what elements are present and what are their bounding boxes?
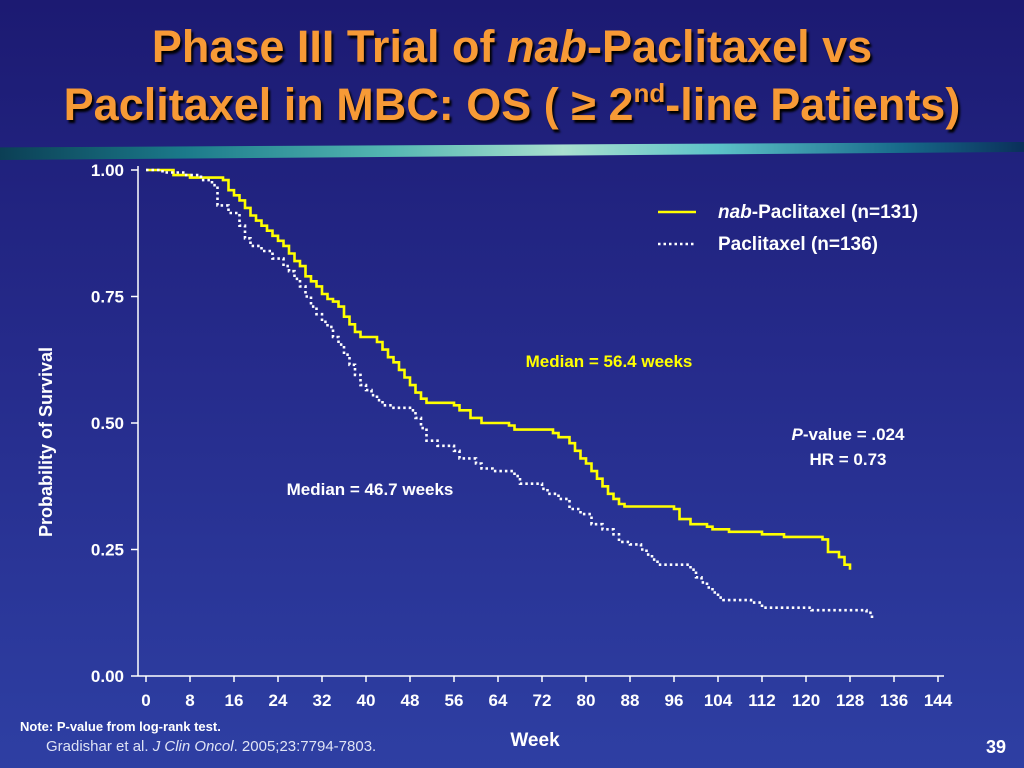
x-tick-label: 64 <box>489 691 508 710</box>
x-tick-label: 32 <box>313 691 332 710</box>
x-tick-label: 144 <box>924 691 953 710</box>
median-paclitaxel-annotation: Median = 46.7 weeks <box>287 480 454 499</box>
page-number: 39 <box>985 737 1006 757</box>
x-tick-label: 96 <box>665 691 684 710</box>
x-tick-label: 56 <box>445 691 464 710</box>
y-axis-label: Probability of Survival <box>36 347 56 537</box>
y-tick-label: 0.00 <box>91 667 124 686</box>
legend-label: nab-Paclitaxel (n=131) <box>718 202 918 223</box>
series-layer <box>146 168 874 621</box>
y-tick-label: 1.00 <box>91 161 124 180</box>
x-tick-label: 16 <box>225 691 244 710</box>
legend-label-text: -Paclitaxel (n=131) <box>752 202 918 223</box>
x-tick-label: 120 <box>792 691 820 710</box>
x-tick-label: 24 <box>269 691 288 710</box>
axes: 0 8 16 24 32 40 48 56 64 72 80 88 96 104 112 120 128 136 1… <box>91 161 953 710</box>
series-line-nab-paclitaxel <box>146 168 852 570</box>
x-tick-label: 112 <box>748 691 775 710</box>
x-tick-label: 8 <box>185 691 194 710</box>
x-axis-label: Week <box>510 730 560 751</box>
x-tick-label: 80 <box>577 691 596 710</box>
hazard-ratio-annotation: HR = 0.73 <box>809 450 886 469</box>
y-tick-label: 0.25 <box>91 541 124 560</box>
legend-label-text: Paclitaxel (n=136) <box>718 234 878 255</box>
footnote: Note: P-value from log-rank test. <box>20 719 221 734</box>
series-line-paclitaxel <box>146 168 874 621</box>
x-tick-label: 40 <box>357 691 376 710</box>
x-tick-label: 104 <box>704 691 733 710</box>
legend-label-italic: nab <box>718 202 752 223</box>
x-tick-label: 0 <box>141 691 150 710</box>
legend-label: Paclitaxel (n=136) <box>718 234 878 255</box>
title-line-2: Paclitaxel in MBC: OS ( ≥ 2nd-line Patie… <box>63 78 961 130</box>
x-tick-label: 128 <box>836 691 864 710</box>
slide-title: Phase III Trial of nab-Paclitaxel vs Pac… <box>0 18 1024 134</box>
median-nab-annotation: Median = 56.4 weeks <box>526 352 693 371</box>
citation: Gradishar et al. J Clin Oncol. 2005;23:7… <box>46 738 377 755</box>
x-tick-label: 136 <box>880 691 908 710</box>
y-tick-label: 0.50 <box>91 414 124 433</box>
title-line-1: Phase III Trial of nab-Paclitaxel vs <box>151 21 873 72</box>
x-tick-label: 48 <box>401 691 420 710</box>
x-tick-label: 72 <box>533 691 552 710</box>
x-tick-label: 88 <box>621 691 640 710</box>
legend: nab-Paclitaxel (n=131) Paclitaxel (n=136) <box>658 202 918 255</box>
y-tick-label: 0.75 <box>91 288 124 307</box>
pvalue-annotation: P-value = .024 <box>792 425 905 444</box>
